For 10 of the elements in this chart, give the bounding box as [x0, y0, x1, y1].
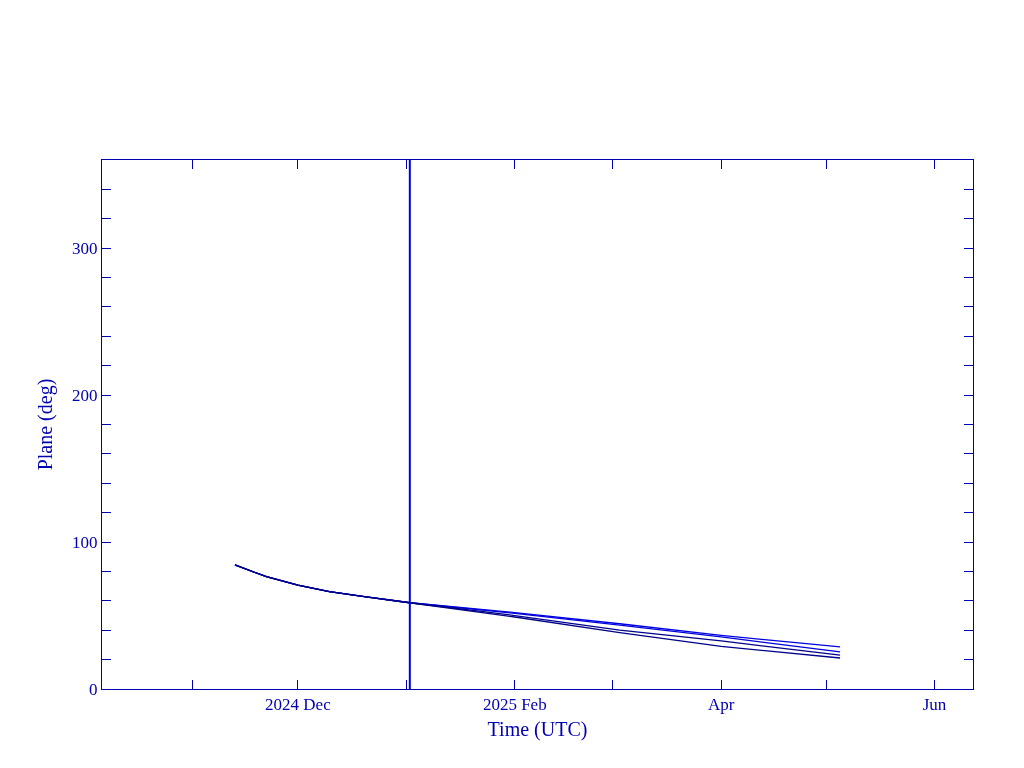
y-axis-title: Plane (deg)	[33, 378, 57, 471]
x-tick-label: 2024 Dec	[265, 695, 332, 715]
y-tick-label: 200	[72, 386, 98, 406]
x-tick-label: 2025 Feb	[482, 695, 547, 715]
y-tick-label: 0	[89, 679, 98, 699]
y-tick-label: 300	[72, 239, 98, 259]
x-tick-label: Jun	[922, 695, 947, 715]
y-tick-label: 100	[72, 533, 98, 553]
x-axis-title: Time (UTC)	[487, 717, 588, 741]
x-tick-label: Apr	[707, 695, 735, 715]
